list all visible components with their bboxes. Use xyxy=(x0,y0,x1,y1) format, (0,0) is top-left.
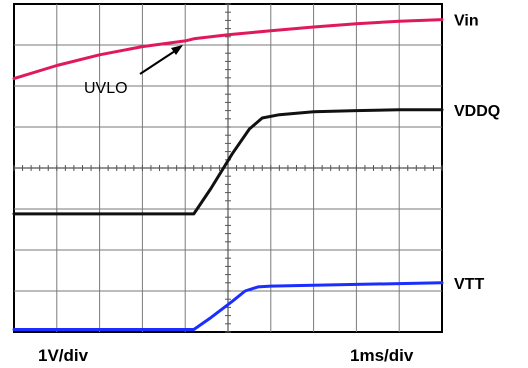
trace-vin xyxy=(12,18,444,81)
trace-vddq xyxy=(12,108,444,216)
traces xyxy=(12,18,444,331)
grid xyxy=(13,3,443,333)
series-label-vtt: VTT xyxy=(454,276,484,293)
time-per-div-label: 1ms/div xyxy=(350,346,414,365)
series-label-vddq: VDDQ xyxy=(454,103,500,120)
series-labels: Vin VDDQ VTT xyxy=(454,13,500,293)
uvlo-label: UVLO xyxy=(84,80,128,97)
uvlo-arrow-head xyxy=(171,45,183,55)
volts-per-div-label: 1V/div xyxy=(38,346,89,365)
trace-vtt xyxy=(12,281,444,331)
series-label-vin: Vin xyxy=(454,13,479,30)
uvlo-arrow xyxy=(139,48,179,75)
uvlo-annotation: UVLO xyxy=(84,45,183,97)
